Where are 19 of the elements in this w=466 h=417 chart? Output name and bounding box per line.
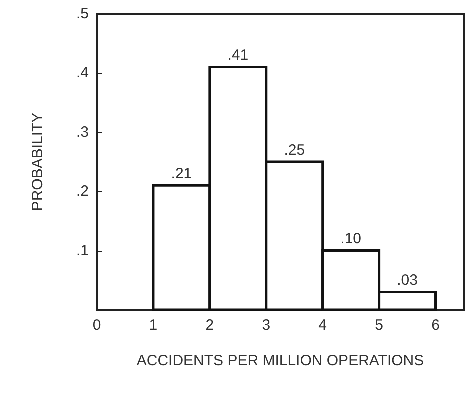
y-tick-label: .5 (76, 6, 89, 22)
data-label: .41 (228, 47, 249, 64)
data-label: .10 (340, 230, 362, 248)
x-tick-label: 0 (92, 317, 102, 334)
x-tick-label: 1 (149, 317, 158, 334)
x-tick-label: 3 (262, 317, 271, 334)
y-tick-label: .3 (76, 124, 89, 141)
y-tick-label: .4 (76, 64, 89, 82)
y-tick-label: .1 (76, 242, 89, 260)
x-tick-label: 2 (206, 317, 214, 334)
x-tick-label: 5 (375, 317, 384, 334)
y-tick-label: .2 (76, 183, 89, 200)
y-axis-title: PROBABILITY (30, 112, 46, 212)
data-label: .25 (284, 142, 306, 159)
x-tick-label: 4 (318, 317, 328, 334)
data-label: .21 (171, 165, 192, 182)
x-axis-title: ACCIDENTS PER MILLION OPERATIONS (136, 352, 424, 370)
x-tick-label: 6 (432, 317, 440, 334)
data-label: .03 (397, 272, 418, 289)
